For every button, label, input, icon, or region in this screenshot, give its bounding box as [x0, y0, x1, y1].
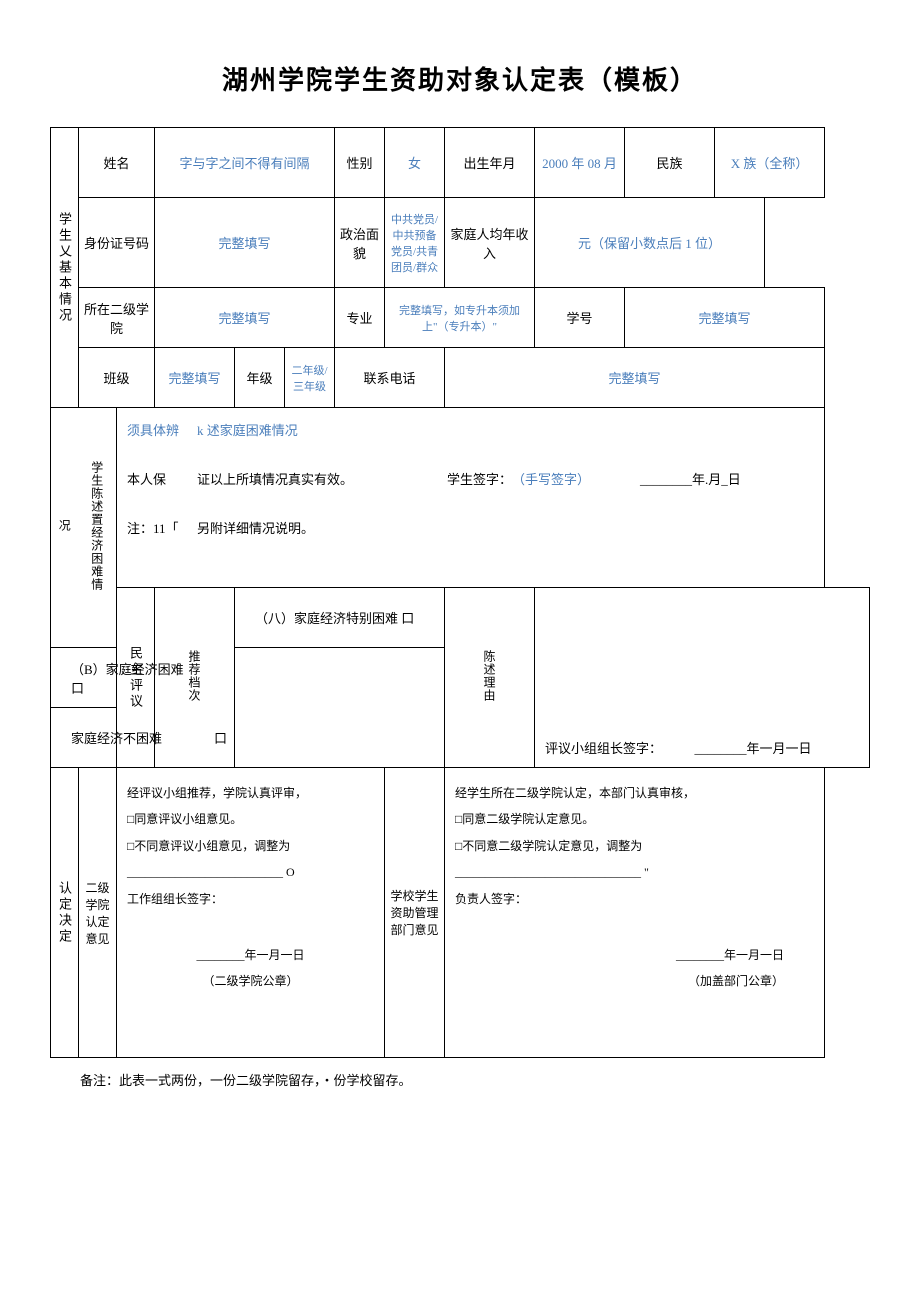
option-a[interactable]: （八）家庭经济特别困难 口 — [235, 588, 445, 648]
stmt-sig-label: 学生签字： — [447, 469, 512, 488]
ld4: __________________________ O — [127, 859, 374, 885]
income-label: 家庭人均年收入 — [445, 198, 535, 288]
rd3: □不同意二级学院认定意见，调整为 — [455, 833, 814, 859]
name-label: 姓名 — [79, 128, 155, 198]
ld3: □不同意评议小组意见，调整为 — [127, 833, 374, 859]
section1-header: 学生乂基本情况 — [51, 128, 79, 408]
section2-header: 学生陈述置经济困难情 — [89, 461, 106, 591]
major-label: 专业 — [335, 288, 385, 348]
ethnic-label: 民族 — [625, 128, 715, 198]
section2-header2: 况 — [56, 519, 73, 532]
gender-value[interactable]: 女 — [385, 128, 445, 198]
right-stamp: （加盖部门公章） — [455, 968, 784, 994]
sid-label: 学号 — [535, 288, 625, 348]
phone-value[interactable]: 完整填写 — [445, 348, 825, 408]
stmt-l2b: 证以上所填情况真实有效。 — [197, 469, 387, 488]
name-value[interactable]: 字与字之间不得有间隔 — [155, 128, 335, 198]
reason-area[interactable]: 评议小组组长签字： ________年一月一日 — [535, 588, 870, 768]
rd1: 经学生所在二级学院认定，本部门认真审核， — [455, 780, 814, 806]
rd5: 负责人签字： — [455, 886, 814, 912]
rd2: □同意二级学院认定意见。 — [455, 806, 814, 832]
grade-value[interactable]: 二年级/三年级 — [285, 348, 335, 408]
statement-area[interactable]: 须具体辨 k 述家庭困难情况 本人保 证以上所填情况真实有效。 学生签字： （手… — [117, 408, 825, 588]
left-decision-body[interactable]: 经评议小组推荐，学院认真评审， □同意评议小组意见。 □不同意评议小组意见，调整… — [117, 768, 385, 1058]
gender-label: 性别 — [335, 128, 385, 198]
rd4: _______________________________ " — [455, 859, 814, 885]
section4-header: 认定决定 — [51, 768, 79, 1058]
right-decision-body[interactable]: 经学生所在二级学院认定，本部门认真审核， □同意二级学院认定意见。 □不同意二级… — [445, 768, 825, 1058]
left-date: ________年一月一日 — [127, 942, 374, 968]
ld5: 工作组组长签字： — [127, 886, 374, 912]
left-decision-header: 二级学院认定意见 — [79, 768, 117, 1058]
phone-label: 联系电话 — [335, 348, 445, 408]
stmt-sig-hint[interactable]: （手写签字） — [512, 469, 590, 488]
stmt-l2a: 本人保 — [127, 469, 197, 488]
right-decision-header: 学校学生资助管理部门意见 — [385, 768, 445, 1058]
reason-header: 陈述理由 — [481, 650, 498, 702]
page-title: 湖州学院学生资助对象认定表（模板） — [50, 60, 870, 97]
footnote: 备注：此表一式两份，一份二级学院留存，・份学校留存。 — [50, 1070, 870, 1089]
class-label: 班级 — [79, 348, 155, 408]
politics-value[interactable]: 中共党员/中共预备党员/共青团员/群众 — [385, 198, 445, 288]
stmt-date[interactable]: ________年.月_日 — [640, 469, 741, 488]
grade-label: 年级 — [235, 348, 285, 408]
income-value[interactable]: 元（保留小数点后 1 位） — [535, 198, 765, 288]
stmt-l1a: 须具体辨 — [127, 420, 197, 439]
reason-sig: 评议小组组长签字： ________年一月一日 — [545, 738, 859, 757]
dob-label: 出生年月 — [445, 128, 535, 198]
form-table: 学生乂基本情况 姓名 字与字之间不得有间隔 性别 女 出生年月 2000 年 0… — [50, 127, 870, 1058]
major-value[interactable]: 完整填写，如专升本须加上"（专升本）" — [385, 288, 535, 348]
politics-label: 政治面貌 — [335, 198, 385, 288]
right-date: ________年一月一日 — [455, 942, 784, 968]
college-value[interactable]: 完整填写 — [155, 288, 335, 348]
left-stamp: （二级学院公章） — [127, 968, 374, 994]
dob-value[interactable]: 2000 年 08 月 — [535, 128, 625, 198]
college-label: 所在二级学院 — [79, 288, 155, 348]
option-c[interactable]: 家庭经济不困难 口 — [51, 708, 235, 768]
id-value[interactable]: 完整填写 — [155, 198, 335, 288]
ethnic-value[interactable]: X 族（全称） — [715, 128, 825, 198]
ld2: □同意评议小组意见。 — [127, 806, 374, 832]
stmt-l3b: 另附详细情况说明。 — [197, 518, 314, 537]
sid-value[interactable]: 完整填写 — [625, 288, 825, 348]
id-label: 身份证号码 — [79, 198, 155, 288]
stmt-l1b: k 述家庭困难情况 — [197, 420, 298, 439]
ld1: 经评议小组推荐，学院认真评审， — [127, 780, 374, 806]
class-value[interactable]: 完整填写 — [155, 348, 235, 408]
stmt-l3a: 注：11「 — [127, 518, 197, 537]
